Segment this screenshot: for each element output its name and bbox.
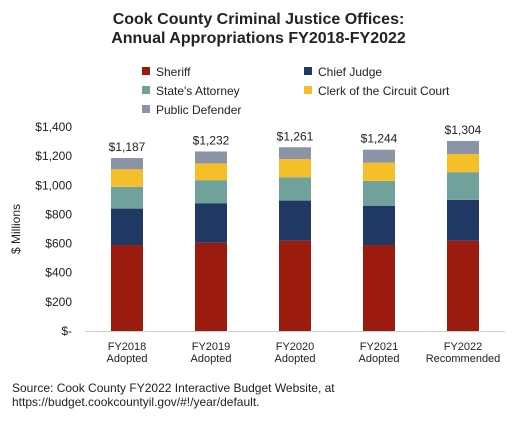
legend-item: Clerk of the Circuit Court [304, 83, 450, 98]
bar-segment [195, 151, 227, 164]
y-tick-label: $800 [45, 207, 72, 221]
bar-total-label: $1,244 [361, 132, 398, 146]
bar-segment [195, 180, 227, 204]
bar-segment [279, 177, 311, 201]
y-tick-label: $600 [45, 237, 72, 251]
bar-segment [111, 186, 143, 209]
bar-segment [195, 163, 227, 181]
source-line-2: https://budget.cookcountyil.gov/#!/year/… [12, 395, 260, 409]
legend-label: Clerk of the Circuit Court [318, 83, 450, 98]
x-tick-label: Adopted [191, 353, 232, 365]
legend-label: Chief Judge [318, 64, 383, 79]
y-tick-label: $200 [45, 295, 72, 309]
bar-total-label: $1,187 [109, 140, 146, 154]
bar-segment [111, 158, 143, 170]
bar-segment [279, 147, 311, 160]
bar-segment [111, 169, 143, 187]
bar-segment [363, 205, 395, 246]
bar-segment [111, 245, 143, 331]
y-tick-label: $- [61, 324, 72, 338]
x-tick-label: Adopted [107, 353, 148, 365]
y-tick-label: $1,400 [35, 120, 72, 134]
bar-segment [447, 199, 479, 241]
x-tick-label: FY2020 [276, 341, 315, 353]
bar-segment [195, 242, 227, 331]
legend-item: Sheriff [142, 64, 191, 79]
y-tick-label: $1,200 [35, 149, 72, 163]
legend-swatch [304, 66, 312, 75]
bar-segment [363, 162, 395, 181]
bar-segment [279, 240, 311, 331]
legend-swatch [142, 85, 150, 94]
bar-segment [111, 208, 143, 246]
legend-swatch [142, 104, 150, 113]
x-tick-label: Recommended [426, 353, 501, 365]
y-axis-label: $ Millions [9, 204, 23, 254]
legend-swatch [142, 66, 150, 75]
source-line-1: Source: Cook County FY2022 Interactive B… [12, 381, 335, 395]
legend-label: State's Attorney [156, 83, 240, 98]
bar-segment [279, 200, 311, 241]
bar-segment [447, 153, 479, 173]
y-tick-label: $1,000 [35, 178, 72, 192]
legend-swatch [304, 85, 312, 94]
bar-segment [195, 203, 227, 243]
bar-segment [279, 159, 311, 178]
bar-segment [447, 240, 479, 331]
legend-item: Public Defender [142, 102, 242, 117]
bar-total-label: $1,304 [445, 123, 482, 137]
x-tick-label: Adopted [359, 353, 400, 365]
source-note: Source: Cook County FY2022 Interactive B… [12, 381, 335, 409]
bar-segment [447, 140, 479, 154]
bar-segment [363, 180, 395, 206]
bar-total-label: $1,261 [277, 129, 314, 143]
x-tick-label: Adopted [275, 353, 316, 365]
chart-title-line-1: Cook County Criminal Justice Offices: [112, 11, 405, 28]
chart-subtitle: Annual Appropriations FY2018-FY2022 [111, 30, 406, 47]
bar-segment [363, 149, 395, 163]
y-tick-label: $400 [45, 266, 72, 280]
x-tick-label: FY2018 [108, 341, 147, 353]
stacked-bar-chart: $- $200 $400 $600 $800 $1,000 $1,200 $1,400 $ Mi… [9, 120, 505, 365]
legend-item: Chief Judge [304, 64, 383, 79]
bar-segment [447, 172, 479, 200]
bar-total-label: $1,232 [193, 133, 230, 147]
bar-segment [363, 245, 395, 331]
legend-item: State's Attorney [142, 83, 240, 98]
x-tick-label: FY2022 [444, 341, 483, 353]
legend-label: Public Defender [156, 102, 242, 117]
chart-title: Cook County Criminal Justice Offices: An… [0, 10, 517, 48]
x-tick-label: FY2019 [192, 341, 231, 353]
x-tick-label: FY2021 [360, 341, 399, 353]
legend-label: Sheriff [156, 64, 191, 79]
